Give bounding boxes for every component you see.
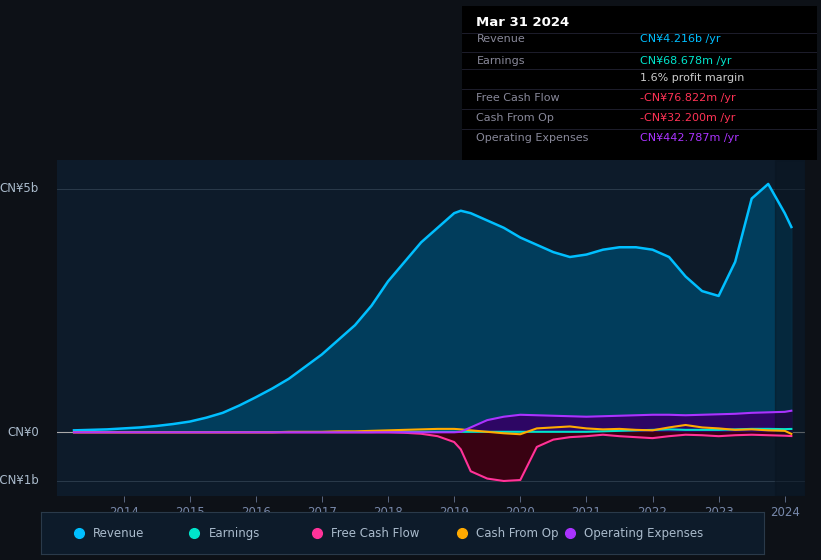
Text: Cash From Op: Cash From Op — [476, 527, 558, 540]
Text: Revenue: Revenue — [93, 527, 144, 540]
Text: Free Cash Flow: Free Cash Flow — [476, 93, 560, 103]
Text: -CN¥1b: -CN¥1b — [0, 474, 39, 488]
Text: CN¥0: CN¥0 — [7, 426, 39, 439]
Text: CN¥5b: CN¥5b — [0, 183, 39, 195]
Text: Revenue: Revenue — [476, 35, 525, 44]
Text: Cash From Op: Cash From Op — [476, 113, 554, 123]
Text: Earnings: Earnings — [209, 527, 260, 540]
Text: -CN¥32.200m /yr: -CN¥32.200m /yr — [640, 113, 735, 123]
Text: Mar 31 2024: Mar 31 2024 — [476, 16, 570, 29]
Bar — [775, 160, 805, 496]
Text: CN¥68.678m /yr: CN¥68.678m /yr — [640, 56, 731, 66]
Text: CN¥4.216b /yr: CN¥4.216b /yr — [640, 35, 720, 44]
Text: Free Cash Flow: Free Cash Flow — [332, 527, 420, 540]
Text: CN¥442.787m /yr: CN¥442.787m /yr — [640, 133, 738, 143]
Text: Earnings: Earnings — [476, 56, 525, 66]
Text: -CN¥76.822m /yr: -CN¥76.822m /yr — [640, 93, 735, 103]
Text: Operating Expenses: Operating Expenses — [585, 527, 704, 540]
Text: 1.6% profit margin: 1.6% profit margin — [640, 73, 744, 83]
Text: Operating Expenses: Operating Expenses — [476, 133, 589, 143]
